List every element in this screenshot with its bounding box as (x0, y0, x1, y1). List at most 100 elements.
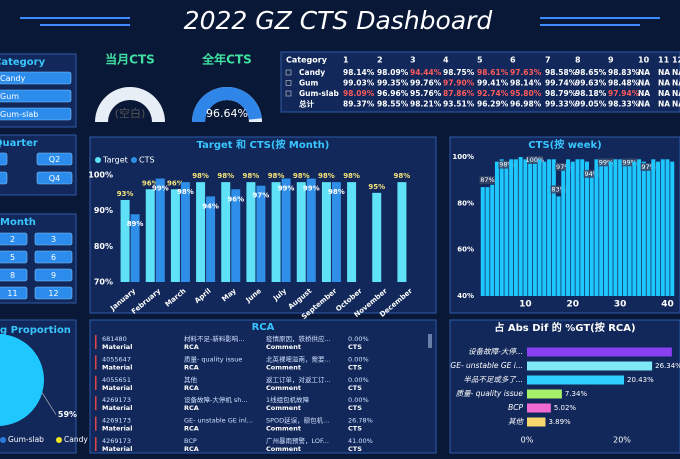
data-label: 87% (480, 176, 494, 184)
filter-button[interactable] (34, 232, 73, 246)
rca-cell: Comment (266, 445, 301, 453)
row-marker (95, 335, 97, 349)
filter-button[interactable] (34, 268, 73, 282)
rca-cell: 0.00% (348, 376, 369, 384)
rca-cell: 质量- quality issue (184, 354, 242, 363)
bar (527, 375, 625, 385)
bar (608, 161, 613, 296)
rca-cell: Material (102, 363, 132, 371)
table-header: 2 (377, 56, 383, 65)
table-cell: 87.86% (443, 89, 475, 98)
bar (490, 184, 495, 296)
bar (155, 178, 165, 282)
table-cell: NA (672, 68, 680, 77)
filter-button[interactable] (0, 268, 28, 282)
bar (504, 161, 509, 296)
filter-button[interactable] (0, 152, 8, 166)
rca-cell: SPOD延误，额包机... (266, 416, 329, 425)
rca-cell: CTS (348, 404, 362, 412)
row-marker (95, 396, 97, 411)
label-bg (498, 160, 515, 169)
filter-option: 5 (10, 253, 15, 262)
table-cell: 98.65% (575, 68, 607, 77)
bar (542, 161, 547, 296)
bar (527, 403, 551, 413)
filter-button[interactable] (0, 71, 72, 85)
data-label: 98% (343, 172, 360, 180)
filter-button[interactable] (0, 250, 28, 264)
table-cell: 98.75% (443, 68, 475, 77)
bar (622, 161, 627, 296)
filter-button[interactable] (0, 232, 28, 246)
panel-title: g Proportion (0, 325, 71, 336)
filter-button[interactable] (36, 171, 73, 185)
gauge-title: 全年CTS (201, 52, 252, 67)
table-cell: 98.33% (608, 100, 640, 109)
expand-icon (285, 69, 292, 76)
rca-cell: Comment (266, 343, 301, 351)
bar (206, 196, 216, 282)
gauge-title: 当月CTS (105, 52, 155, 67)
table-cell: NA (638, 68, 650, 77)
rca-cell: 4055647 (102, 355, 131, 363)
table-cell: 92.74% (477, 89, 509, 98)
filter-button[interactable] (36, 152, 73, 166)
bar (372, 192, 382, 282)
table-header: 7 (545, 56, 551, 65)
y-tick-label: 70% (94, 278, 113, 287)
bar (584, 161, 589, 296)
bar (494, 161, 499, 296)
y-tick-label: 其他 (508, 417, 524, 426)
table-cell: 96.98% (510, 100, 542, 109)
filter-button[interactable] (0, 107, 72, 121)
rca-cell: CTS (348, 445, 362, 453)
rca-cell: RCA (184, 425, 199, 433)
data-label: 98% (192, 172, 209, 180)
table-header: 6 (510, 56, 516, 65)
y-tick-label: 100% (452, 153, 474, 161)
bar (485, 187, 490, 296)
rca-cell: 26.78% (348, 417, 373, 425)
y-tick-label: 60% (457, 246, 474, 254)
rca-cell: 0.00% (348, 396, 369, 404)
filter-button[interactable] (34, 286, 73, 300)
table-cell: 98.09% (343, 89, 375, 98)
y-tick-label: 90% (94, 206, 113, 215)
filter-button[interactable] (0, 89, 72, 103)
bar (256, 185, 266, 282)
data-label: 99% (152, 185, 169, 193)
rca-cell: Material (102, 384, 132, 392)
table-cell: 99.63% (575, 79, 607, 88)
rca-cell: Material (102, 425, 132, 433)
rca-cell: CTS (348, 343, 362, 351)
data-label: 94% (584, 170, 598, 178)
filter-button[interactable] (0, 171, 8, 185)
table-cell: Gum (299, 79, 318, 88)
filter-button[interactable] (0, 286, 28, 300)
scrollbar[interactable] (428, 334, 432, 348)
table-cell: 97.90% (443, 79, 475, 88)
rca-cell: Comment (266, 425, 301, 433)
rca-cell: 4269173 (102, 417, 131, 425)
rca-cell: 1线组包机故障 (266, 395, 310, 404)
label-bg (479, 176, 496, 185)
row-marker (95, 416, 97, 431)
y-tick-label: 质量- quality issue (456, 389, 524, 398)
rca-cell: RCA (184, 343, 199, 351)
leader-line (41, 392, 57, 415)
table-cell: 95.76% (410, 89, 442, 98)
label-bg (550, 185, 567, 194)
rca-cell: 681480 (102, 335, 127, 343)
filter-button[interactable] (34, 250, 73, 264)
rca-cell: Comment (266, 363, 301, 371)
legend-label: Candy (64, 435, 88, 444)
panel-title: Target 和 CTS(按 Month) (197, 138, 330, 151)
y-tick-label: BCP (508, 403, 523, 412)
bar (603, 159, 608, 296)
bar (527, 417, 546, 427)
bar (196, 182, 206, 282)
rca-cell: CTS (348, 363, 362, 371)
legend-marker (0, 437, 6, 443)
data-label: 5.02% (554, 404, 577, 412)
y-tick-label: 80% (94, 242, 113, 251)
